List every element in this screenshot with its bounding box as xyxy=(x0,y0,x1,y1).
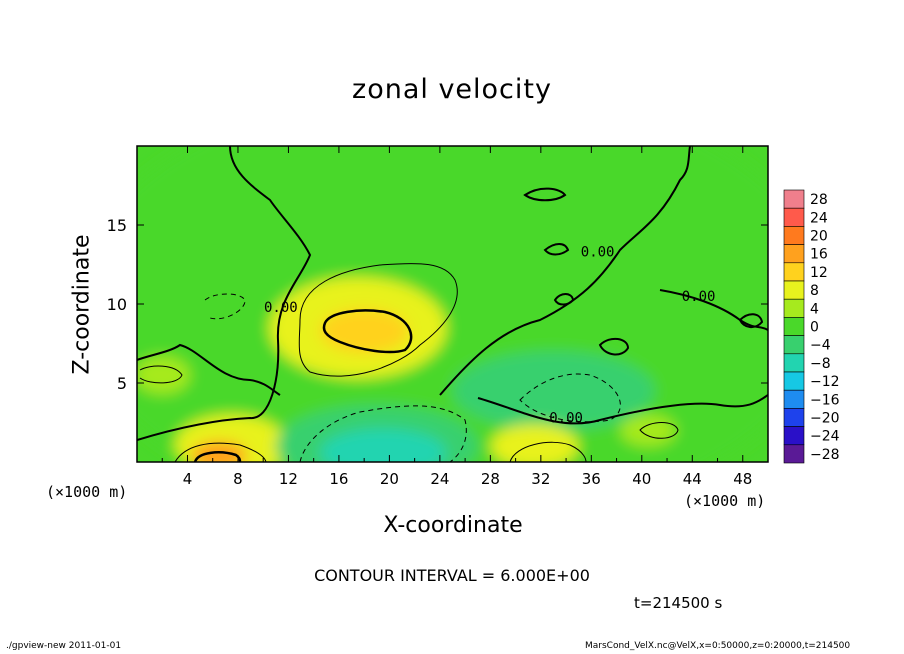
negative-contour-bottom xyxy=(299,405,467,462)
positive-contour-bottom-mid xyxy=(509,441,587,462)
colorbar-swatch xyxy=(783,353,805,373)
contour-interval-label: CONTOUR INTERVAL = 6.000E+00 xyxy=(314,566,590,585)
footer-left: ./gpview-new 2011-01-01 xyxy=(6,641,122,651)
time-label: t=214500 s xyxy=(634,594,723,612)
field-region-11 xyxy=(181,270,270,322)
y-tick-label: 15 xyxy=(107,216,127,235)
x-tick-label: 20 xyxy=(380,470,399,488)
colorbar-tick-label: 12 xyxy=(810,265,828,281)
colorbar-swatch xyxy=(783,244,805,264)
negative-contour-right xyxy=(519,373,621,423)
field-region-10 xyxy=(620,414,676,447)
zero-contour-right xyxy=(439,146,691,396)
x-tick-label: 24 xyxy=(430,470,449,488)
colorbar-swatch xyxy=(783,262,805,282)
zero-contour-right-lower xyxy=(477,394,768,425)
positive-contour-jet xyxy=(298,263,458,377)
colorbar-swatch xyxy=(783,317,805,336)
y-tick-label: 10 xyxy=(107,295,127,314)
colorbar-tick-label: −24 xyxy=(810,429,840,445)
colorbar-swatch xyxy=(783,298,805,318)
colorbar-tick-label: 8 xyxy=(810,283,819,299)
x-tick-label: 4 xyxy=(183,470,193,488)
colorbar-tick-label: −28 xyxy=(810,447,840,463)
x-tick-label: 48 xyxy=(733,470,752,488)
colorbar-swatch xyxy=(783,444,805,464)
colorbar-swatch xyxy=(783,408,805,427)
colorbar-tick-label: 20 xyxy=(810,229,828,245)
colorbar-tick-label: −12 xyxy=(810,374,840,390)
contour-label: 0.00 xyxy=(549,411,583,427)
colorbar-swatch xyxy=(783,207,805,227)
x-axis-unit: (×1000 m) xyxy=(684,492,766,510)
colorbar-swatch xyxy=(783,226,805,245)
colorbar-swatch xyxy=(783,371,805,391)
field-region-8 xyxy=(490,424,579,462)
x-axis-label: X-coordinate xyxy=(383,513,523,538)
x-tick-label: 8 xyxy=(233,470,243,488)
x-tick-label: 44 xyxy=(683,470,702,488)
x-tick-label: 36 xyxy=(582,470,601,488)
y-axis-label: Z-coordinate xyxy=(69,234,95,375)
colorbar-swatch xyxy=(783,389,805,409)
x-tick-label: 40 xyxy=(632,470,651,488)
y-tick-label: 5 xyxy=(117,374,127,393)
field-region-9 xyxy=(137,356,190,395)
jet-core-contour xyxy=(322,309,413,354)
positive-contour-bottom-left-core xyxy=(193,451,242,462)
colorbar-tick-label: 16 xyxy=(810,247,828,263)
zero-contour-left-lower xyxy=(137,343,281,396)
field-region-6 xyxy=(320,428,447,462)
x-tick-label: 32 xyxy=(531,470,550,488)
contour-label: 0.00 xyxy=(682,289,716,305)
zero-contour-left xyxy=(137,146,312,441)
negative-contour-left xyxy=(204,293,246,320)
positive-contour-bottom-left xyxy=(174,442,267,462)
colorbar-tick-label: −4 xyxy=(810,338,831,354)
footer-right: MarsCond_VelX.nc@VelX,x=0:50000,z=0:2000… xyxy=(585,641,851,651)
colorbar-tick-label: −8 xyxy=(810,356,831,372)
colorbar-swatch xyxy=(783,280,805,300)
contour-label: 0.00 xyxy=(264,300,298,316)
x-tick-label: 12 xyxy=(279,470,298,488)
x-tick-label: 28 xyxy=(481,470,500,488)
colorbar-swatch xyxy=(783,189,805,209)
colorbar-tick-label: −20 xyxy=(810,411,840,427)
colorbar-swatch xyxy=(783,426,805,446)
colorbar-tick-label: 0 xyxy=(810,320,819,336)
colorbar-tick-label: −16 xyxy=(810,392,840,408)
field-region-12 xyxy=(635,280,768,376)
x-tick-label: 16 xyxy=(329,470,348,488)
colorbar-swatch xyxy=(783,335,805,355)
colorbar-tick-label: 24 xyxy=(810,210,828,226)
chart-title: zonal velocity xyxy=(352,74,552,105)
field-regions xyxy=(137,146,768,462)
y-axis-unit: (×1000 m) xyxy=(46,483,128,501)
colorbar-tick-label: 4 xyxy=(810,301,819,317)
colorbar-tick-label: 28 xyxy=(810,192,828,208)
field-region-7 xyxy=(452,351,655,431)
contour-label: 0.00 xyxy=(581,245,615,261)
